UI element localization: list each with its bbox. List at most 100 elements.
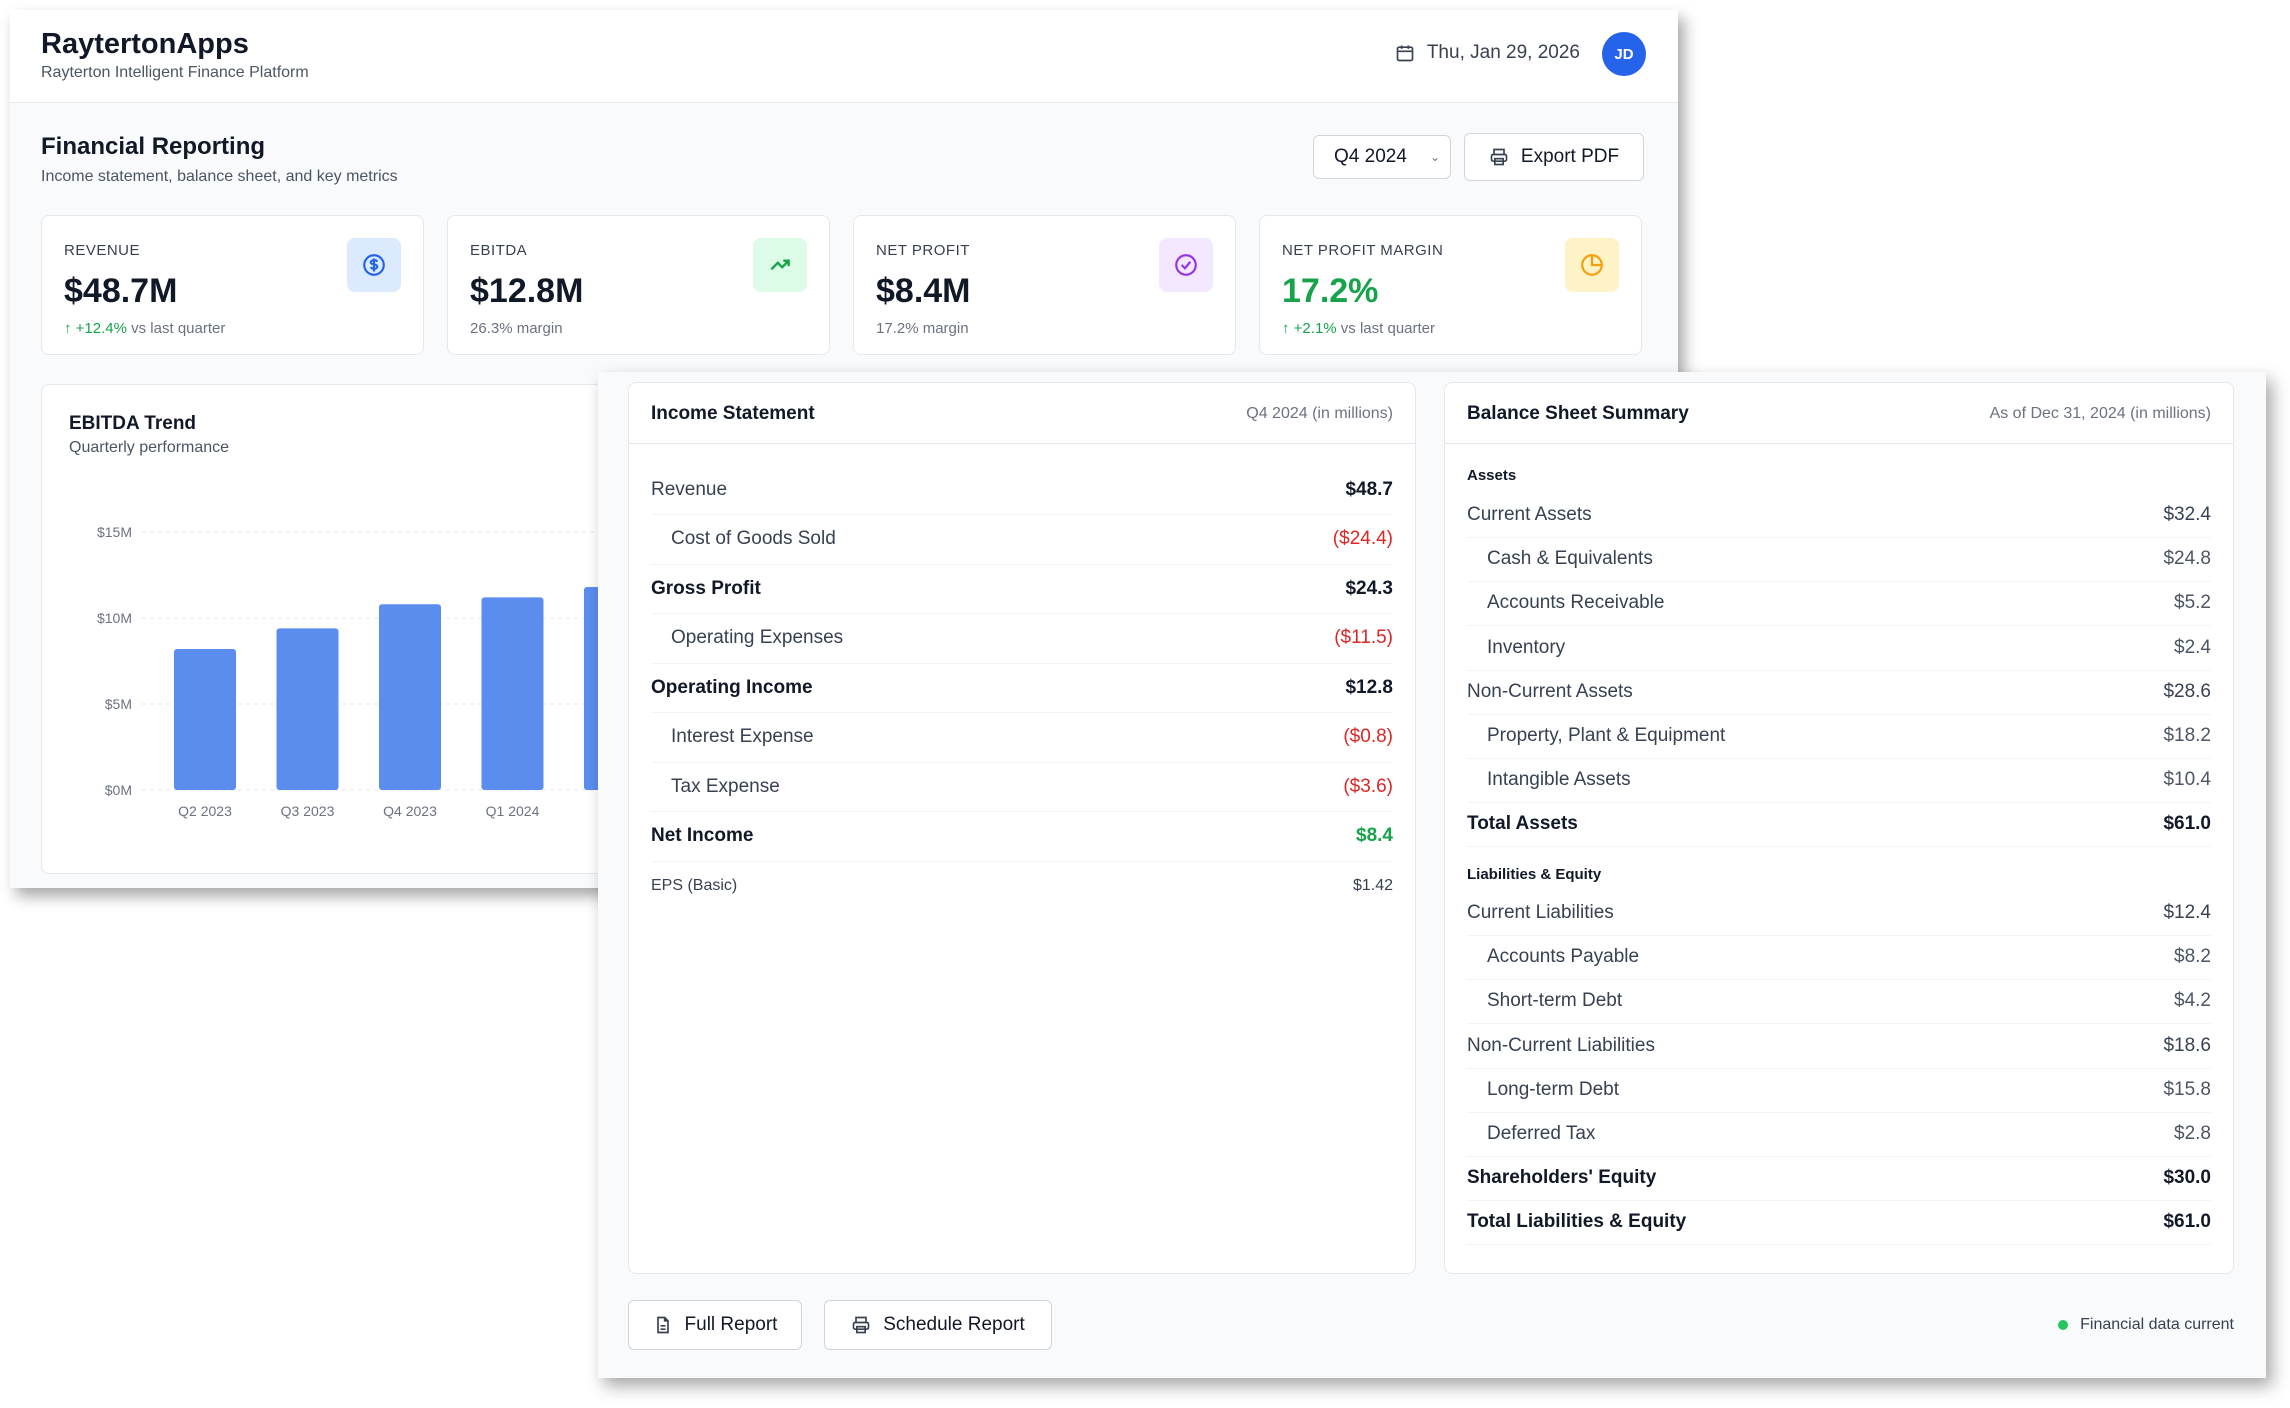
- row-label: Property, Plant & Equipment: [1487, 725, 1726, 746]
- avatar[interactable]: JD: [1602, 32, 1646, 76]
- date-display: Thu, Jan 29, 2026: [1395, 42, 1580, 64]
- period-select[interactable]: Q4 2024 ⌄: [1313, 135, 1451, 179]
- balance-row: Accounts Receivable $5.2: [1467, 581, 2211, 627]
- row-value: $1.42: [1352, 876, 1393, 894]
- status-text: Financial data current: [2080, 1316, 2234, 1333]
- export-pdf-button[interactable]: Export PDF: [1464, 133, 1644, 181]
- balance-row: Short-term Debt $4.2: [1467, 979, 2211, 1025]
- kpi-delta-suffix: vs last quarter: [1340, 320, 1436, 337]
- row-value: $4.2: [2174, 990, 2211, 1012]
- row-value: $2.4: [2174, 636, 2211, 658]
- row-label: Deferred Tax: [1487, 1123, 1596, 1144]
- row-value: $2.8: [2174, 1123, 2211, 1144]
- row-label: Cash & Equivalents: [1487, 548, 1653, 570]
- bar[interactable]: [174, 648, 236, 790]
- app-subtitle: Rayterton Intelligent Finance Platform: [41, 64, 309, 81]
- row-label: Accounts Payable: [1487, 946, 1640, 968]
- row-value: $18.6: [2163, 1034, 2211, 1056]
- kpi-delta-value: +2.1%: [1293, 320, 1337, 337]
- export-pdf-label: Export PDF: [1520, 146, 1620, 167]
- kpi-card-net-profit: NET PROFIT $8.4M 17.2% margin: [853, 215, 1236, 355]
- bar[interactable]: [276, 628, 339, 790]
- kpi-value: 17.2%: [1282, 272, 1379, 310]
- dollar-icon: [347, 238, 401, 292]
- schedule-report-button[interactable]: Schedule Report: [824, 1300, 1052, 1350]
- row-value: $18.2: [2163, 725, 2211, 746]
- row-label: Total Assets: [1467, 813, 1578, 835]
- kpi-delta-suffix: vs last quarter: [131, 320, 226, 337]
- card-note: As of Dec 31, 2024 (in millions): [1989, 405, 2211, 422]
- income-row: Interest Expense ($0.8): [651, 713, 1393, 763]
- income-row: Net Income $8.4: [651, 812, 1393, 862]
- chart-subtitle: Quarterly performance: [69, 439, 230, 456]
- income-row: Cost of Goods Sold ($24.4): [651, 515, 1393, 565]
- full-report-button[interactable]: Full Report: [628, 1300, 802, 1350]
- kpi-card-revenue: REVENUE $48.7M ↑ +12.4% vs last quarter: [41, 215, 424, 355]
- card-title: Income Statement: [651, 403, 815, 424]
- balance-row: Long-term Debt $15.8: [1467, 1068, 2211, 1113]
- kpi-value: $48.7M: [64, 272, 178, 310]
- row-label: Current Assets: [1467, 504, 1592, 525]
- balance-row: Shareholders' Equity $30.0: [1467, 1156, 2211, 1202]
- row-value: $24.8: [2163, 548, 2211, 570]
- row-value: $24.3: [1345, 577, 1393, 599]
- y-tick-label: $15M: [97, 524, 132, 540]
- card-note: Q4 2024 (in millions): [1246, 405, 1393, 422]
- bar[interactable]: [481, 597, 544, 790]
- row-value: $5.2: [2174, 592, 2211, 614]
- kpi-sub: 17.2% margin: [876, 320, 969, 337]
- kpi-delta: ↑ +2.1% vs last quarter: [1282, 320, 1435, 337]
- income-row: Operating Expenses ($11.5): [651, 614, 1393, 664]
- printer-icon: [1490, 148, 1508, 166]
- row-value: $48.7: [1345, 478, 1393, 500]
- balance-row: Intangible Assets $10.4: [1467, 758, 2211, 804]
- card-header: Balance Sheet Summary As of Dec 31, 2024…: [1445, 383, 2233, 444]
- page-title: Financial Reporting: [41, 133, 266, 160]
- card-title: Balance Sheet Summary: [1467, 403, 1689, 424]
- row-label: EPS (Basic): [651, 876, 738, 894]
- bar[interactable]: [379, 604, 441, 790]
- kpi-label: EBITDA: [470, 242, 528, 259]
- balance-row: Inventory $2.4: [1467, 626, 2211, 671]
- statements-window: Income Statement Q4 2024 (in millions) R…: [598, 372, 2266, 1378]
- kpi-delta-value: +12.4%: [75, 320, 127, 337]
- app-name: RaytertonApps: [41, 28, 249, 60]
- income-statement-card: Income Statement Q4 2024 (in millions) R…: [628, 382, 1416, 1274]
- row-value: ($11.5): [1334, 627, 1393, 648]
- row-label: Net Income: [651, 825, 754, 846]
- income-row: Gross Profit $24.3: [651, 564, 1393, 614]
- row-value: $12.8: [1345, 676, 1393, 698]
- balance-row: Current Assets $32.4: [1467, 493, 2211, 538]
- row-value: $61.0: [2163, 813, 2211, 835]
- row-value: $30.0: [2163, 1167, 2211, 1189]
- kpi-label: REVENUE: [64, 242, 141, 259]
- row-label: Non-Current Assets: [1467, 680, 1633, 702]
- y-tick-label: $0M: [105, 782, 132, 798]
- row-label: Operating Income: [651, 676, 813, 698]
- balance-row: Current Liabilities $12.4: [1467, 891, 2211, 936]
- page-subtitle: Income statement, balance sheet, and key…: [41, 168, 398, 185]
- kpi-value: $12.8M: [470, 272, 584, 310]
- balance-row: Non-Current Liabilities $18.6: [1467, 1024, 2211, 1069]
- kpi-sub: 26.3% margin: [470, 320, 563, 337]
- x-tick-label: Q2 2023: [178, 803, 232, 819]
- row-label: Revenue: [651, 478, 728, 500]
- balance-row: Property, Plant & Equipment $18.2: [1467, 714, 2211, 759]
- assets-heading: Assets: [1467, 467, 1517, 484]
- printer-icon: [852, 1316, 870, 1334]
- row-value: $28.6: [2163, 680, 2211, 702]
- balance-row: Total Assets $61.0: [1467, 802, 2211, 848]
- y-tick-label: $5M: [105, 696, 132, 712]
- income-row: Tax Expense ($3.6): [651, 762, 1393, 812]
- row-value: ($3.6): [1343, 775, 1393, 797]
- kpi-value: $8.4M: [876, 272, 971, 310]
- row-label: Operating Expenses: [671, 627, 844, 648]
- chevron-down-icon: ⌄: [1429, 150, 1440, 164]
- row-label: Shareholders' Equity: [1467, 1167, 1657, 1189]
- check-circle-icon: [1159, 238, 1213, 292]
- row-label: Long-term Debt: [1487, 1078, 1620, 1100]
- row-value: ($0.8): [1343, 726, 1393, 747]
- row-value: $10.4: [2163, 769, 2211, 791]
- income-row: Operating Income $12.8: [651, 663, 1393, 713]
- period-value: Q4 2024: [1334, 146, 1407, 167]
